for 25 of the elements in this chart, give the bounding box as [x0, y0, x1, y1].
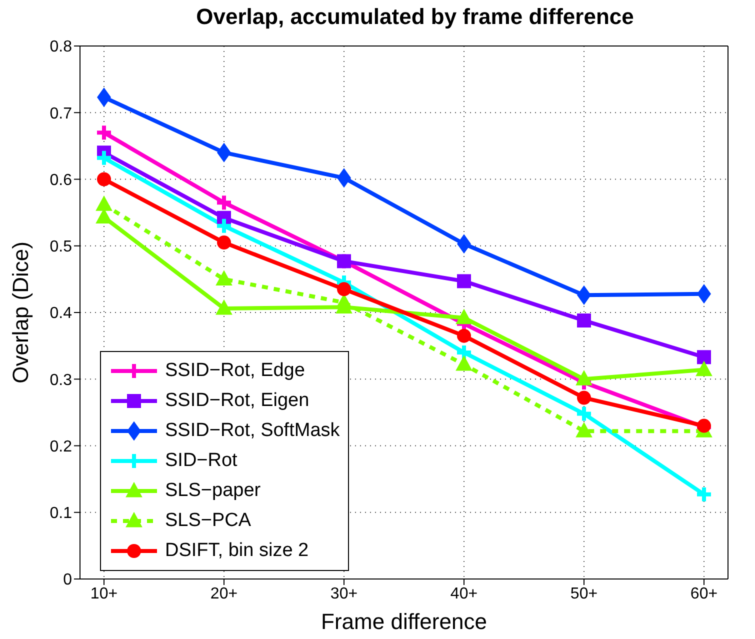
- x-tick-label: 40+: [450, 585, 478, 602]
- legend-label: DSIFT, bin size 2: [165, 540, 309, 562]
- legend-label: SSID−Rot, Edge: [165, 360, 305, 382]
- y-tick-label: 0.1: [50, 505, 72, 522]
- legend-label: SSID−Rot, SoftMask: [165, 420, 340, 442]
- x-tick-label: 20+: [210, 585, 238, 602]
- legend-label: SID−Rot: [165, 450, 238, 472]
- y-tick-label: 0.3: [50, 372, 72, 389]
- legend-label: SLS−PCA: [165, 510, 252, 532]
- x-tick-label: 10+: [90, 585, 118, 602]
- x-tick-label: 30+: [330, 585, 358, 602]
- y-axis-title: Overlap (Dice): [8, 242, 33, 384]
- y-tick-label: 0.2: [50, 438, 72, 456]
- y-tick-label: 0.7: [50, 105, 72, 122]
- chart-title: Overlap, accumulated by frame difference: [195, 4, 635, 30]
- y-tick-label: 0.5: [50, 238, 72, 256]
- legend-label: SSID−Rot, Eigen: [165, 390, 310, 412]
- x-axis-title: Frame difference: [321, 609, 487, 634]
- y-tick-label: 0: [63, 572, 72, 589]
- y-tick-label: 0.4: [50, 305, 72, 322]
- y-tick-label: 0.8: [50, 38, 72, 56]
- legend-label: SLS−paper: [165, 480, 261, 502]
- x-tick-label: 50+: [570, 585, 598, 602]
- y-tick-label: 0.6: [50, 172, 72, 189]
- x-tick-label: 60+: [690, 585, 718, 602]
